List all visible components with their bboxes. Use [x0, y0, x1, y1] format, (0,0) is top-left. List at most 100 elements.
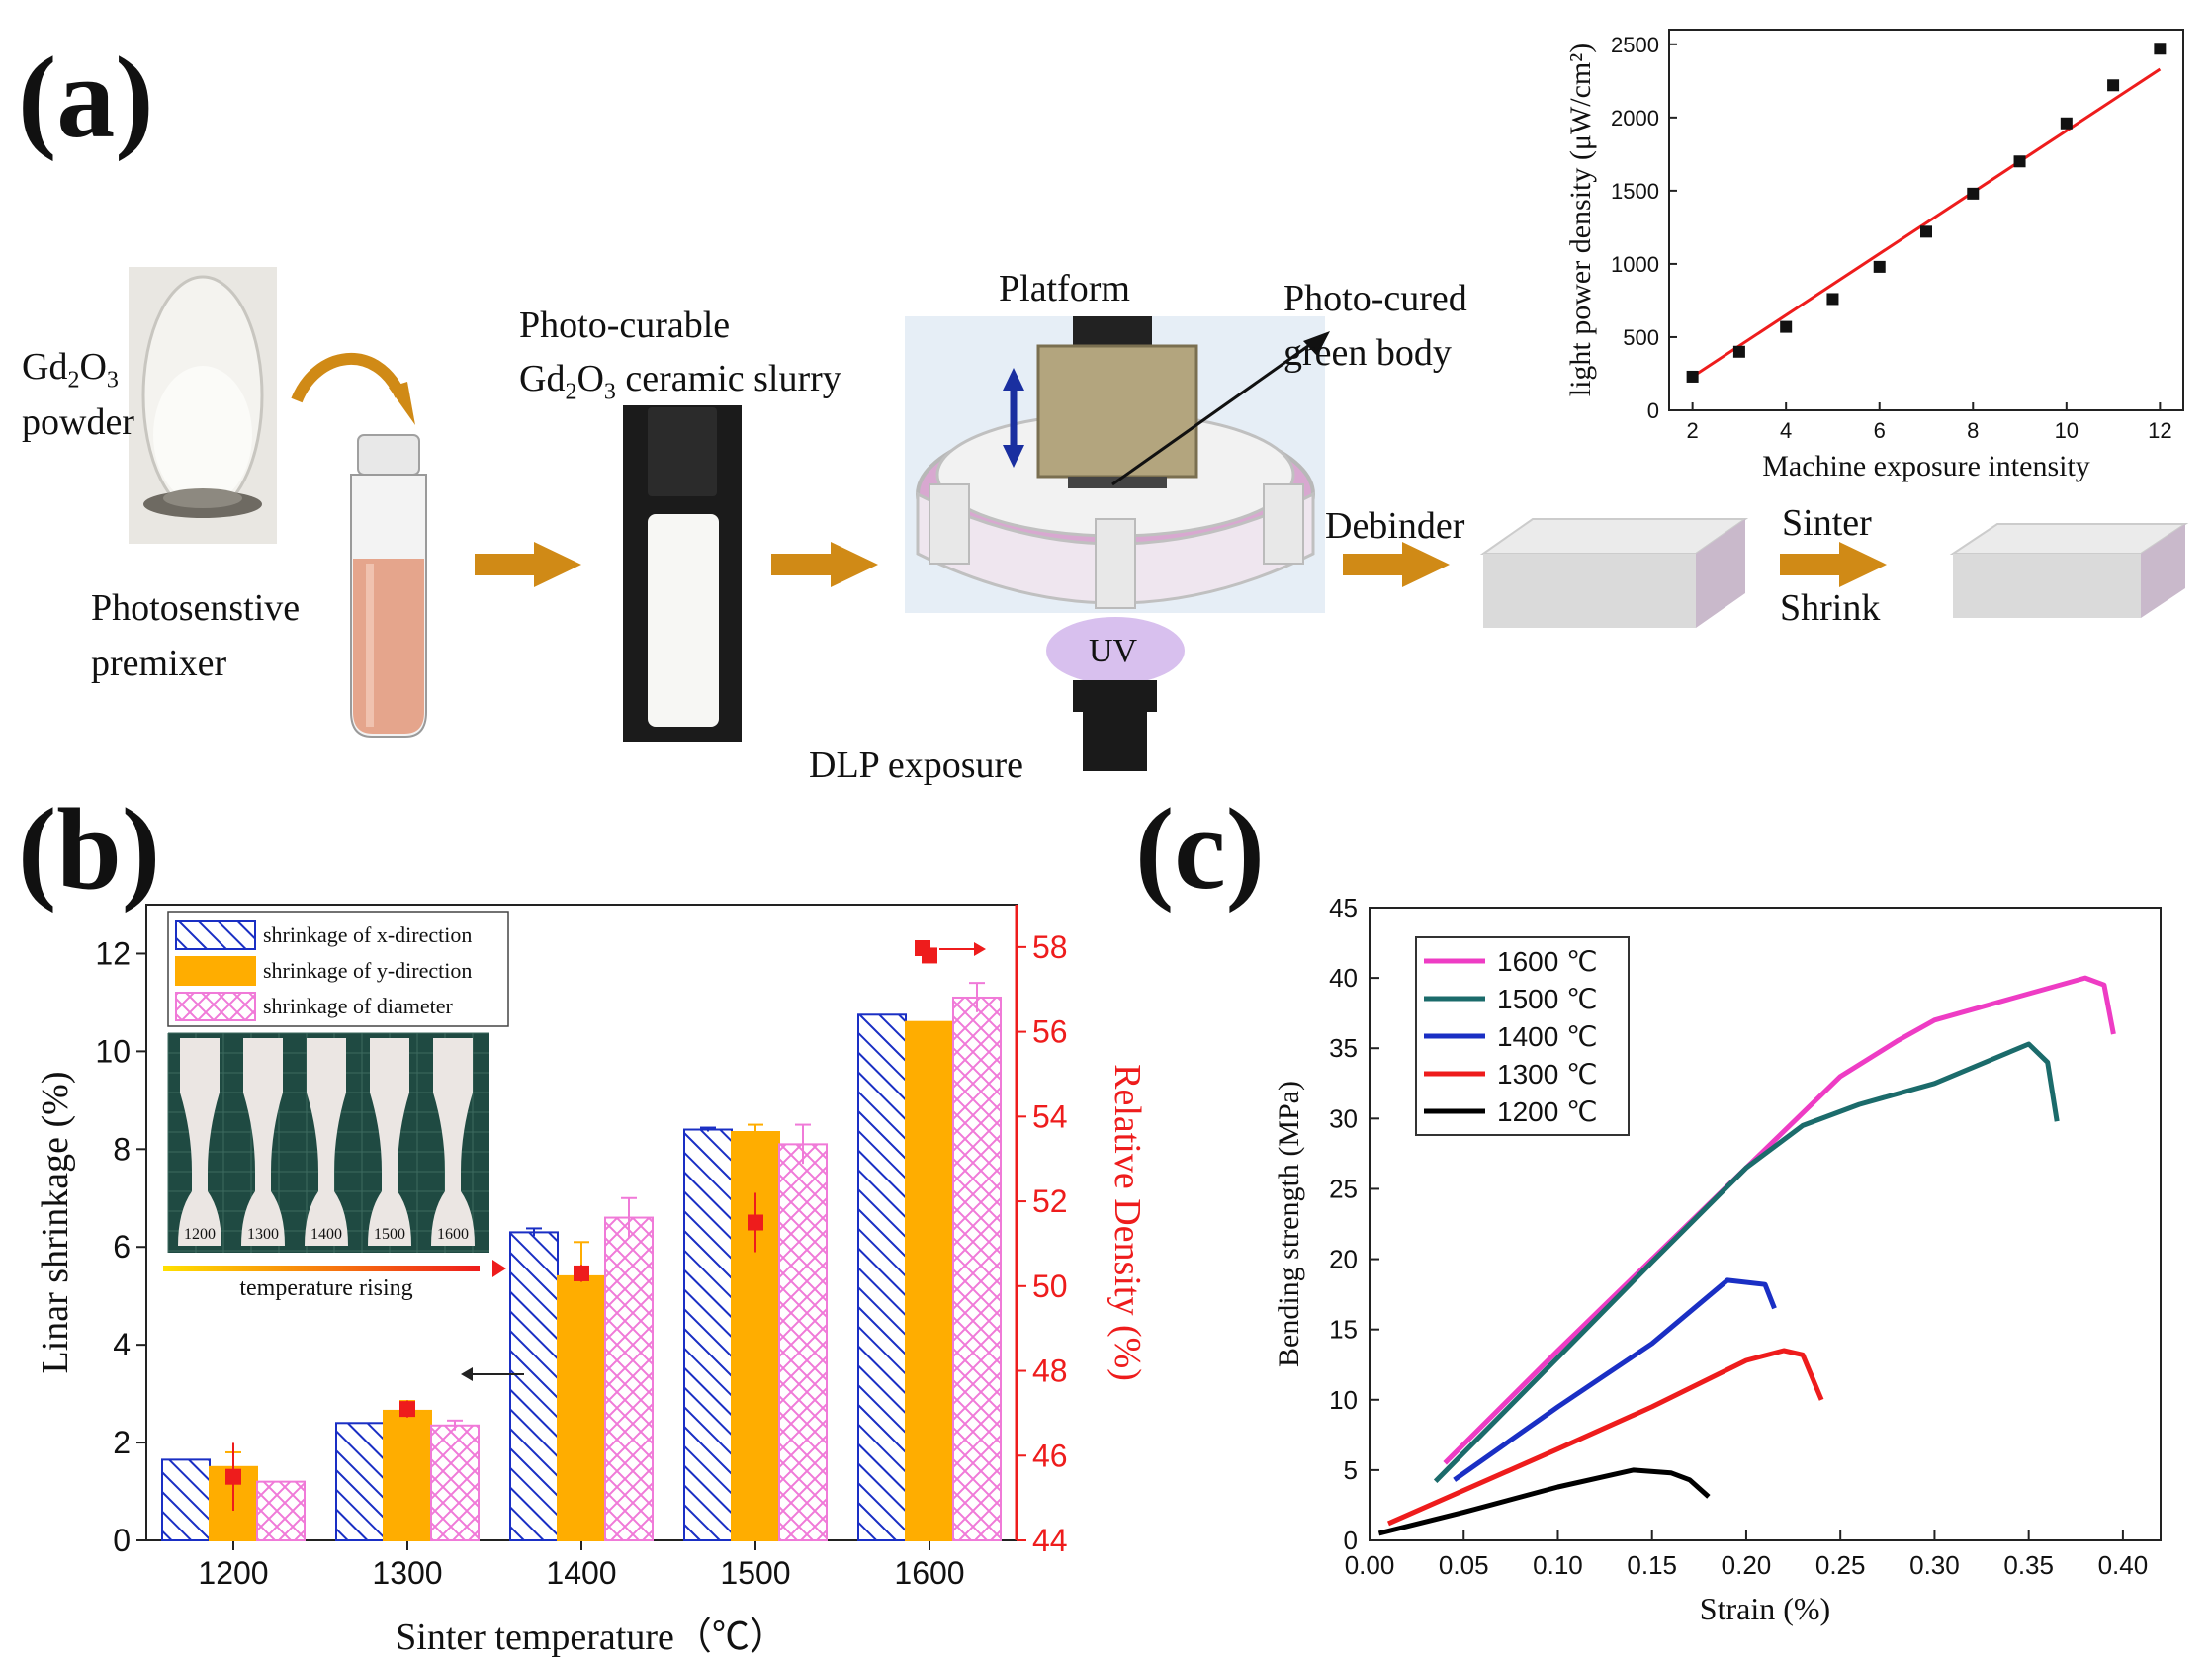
b-ytick-right-label: 50: [1032, 1268, 1068, 1304]
b-ytick-right-label: 56: [1032, 1014, 1068, 1050]
b-legend-label: shrinkage of x-direction: [263, 922, 472, 947]
b-xtick-label: 1200: [198, 1555, 268, 1591]
b-xtick-label: 1500: [720, 1555, 790, 1591]
b-bar: [683, 1128, 733, 1541]
b-bar: [557, 1274, 606, 1542]
b-bar: [604, 1216, 654, 1541]
b-density-point: [748, 1214, 763, 1231]
b-bar: [430, 1424, 480, 1541]
a-xtick-label: 6: [1874, 418, 1886, 443]
a-xlabel: Machine exposure intensity: [1762, 450, 2090, 482]
panel-label-a: (a): [18, 33, 154, 162]
dlp-printer: [905, 316, 1330, 771]
a-data-point: [2013, 155, 2026, 168]
c-ytick-label: 25: [1329, 1174, 1358, 1203]
b-bar: [161, 1458, 211, 1541]
b-specimen-label: 1200: [184, 1226, 216, 1243]
c-legend-label: 1300 ℃: [1497, 1059, 1598, 1090]
a-data-point: [1873, 260, 1886, 273]
a-data-point: [1920, 225, 1932, 238]
uv-label: UV: [1089, 633, 1138, 669]
b-ytick-label: 12: [95, 935, 131, 971]
a-xtick-label: 12: [2148, 418, 2171, 443]
green-body-label-2: green body: [1283, 332, 1452, 374]
a-xtick-label: 8: [1967, 418, 1979, 443]
sinter-label: Sinter: [1782, 502, 1872, 544]
process-arrows: [475, 542, 1887, 587]
c-xtick-label: 0.15: [1627, 1550, 1677, 1580]
powder-photo: [129, 267, 277, 544]
a-ytick-label: 2000: [1611, 106, 1659, 131]
b-xtick-label: 1600: [894, 1555, 964, 1591]
b-right-axis-pointer-head: [974, 942, 986, 956]
c-xlabel: Strain (%): [1700, 1591, 1830, 1626]
b-ytick-right-label: 58: [1032, 929, 1068, 965]
curved-arrow: [291, 353, 406, 403]
b-xlabel: Sinter temperature（℃）: [396, 1617, 787, 1658]
sintered-block: [1949, 523, 2189, 618]
b-xtick-label: 1300: [372, 1555, 442, 1591]
shrink-label: Shrink: [1780, 587, 1881, 629]
c-legend-label: 1500 ℃: [1497, 984, 1598, 1014]
slurry-label-1: Photo-curable: [519, 305, 731, 346]
b-specimen: [241, 1038, 285, 1246]
c-xtick-label: 0.40: [2098, 1550, 2149, 1580]
a-plot-frame: [1668, 29, 2184, 411]
b-legend-label: shrinkage of y-direction: [263, 958, 472, 983]
b-bar: [256, 1480, 306, 1541]
b-ytick-label: 10: [95, 1033, 131, 1069]
green-block: [1479, 518, 1749, 628]
c-ytick-label: 5: [1344, 1455, 1358, 1485]
c-series-line: [1433, 1041, 2060, 1484]
b-bar: [857, 1013, 907, 1541]
b-ytick-right-label: 46: [1032, 1438, 1068, 1473]
b-specimen: [368, 1038, 411, 1246]
b-specimen-label: 1300: [247, 1226, 279, 1243]
dlp-label: DLP exposure: [809, 744, 1024, 786]
b-ylabel-right: Relative Density (%): [1106, 1064, 1148, 1381]
b-legend-label: shrinkage of diameter: [263, 994, 453, 1018]
a-data-point: [1967, 187, 1980, 200]
b-ytick-label: 4: [113, 1327, 131, 1362]
c-ytick-label: 10: [1329, 1385, 1358, 1415]
b-ytick-right-label: 44: [1032, 1523, 1068, 1558]
b-temp-arrow: [163, 1266, 480, 1271]
a-data-point: [2107, 79, 2120, 92]
b-bar: [952, 996, 1002, 1541]
premixer-label-2: premixer: [91, 643, 227, 684]
b-temp-arrow-head: [492, 1260, 506, 1277]
c-legend-label: 1600 ℃: [1497, 946, 1598, 977]
c-xtick-label: 0.20: [1722, 1550, 1772, 1580]
c-ytick-label: 35: [1329, 1033, 1358, 1063]
b-specimen: [178, 1038, 221, 1246]
b-density-point: [399, 1401, 415, 1418]
a-data-point: [1826, 293, 1839, 306]
powder-label: powder: [22, 401, 134, 443]
c-legend-label: 1400 ℃: [1497, 1021, 1598, 1052]
premixer-vial: [350, 434, 427, 738]
c-ytick-label: 45: [1329, 893, 1358, 922]
b-density-point: [574, 1265, 589, 1281]
a-ytick-label: 1500: [1611, 179, 1659, 204]
a-xtick-label: 10: [2055, 418, 2079, 443]
c-series-line: [1377, 1467, 1711, 1536]
a-ytick-label: 1000: [1611, 252, 1659, 277]
b-ytick-right-label: 52: [1032, 1183, 1068, 1219]
b-bar: [335, 1422, 385, 1542]
a-xtick-label: 4: [1780, 418, 1792, 443]
green-body-label-1: Photo-cured: [1283, 278, 1467, 319]
b-legend-swatch: [175, 992, 256, 1021]
c-xtick-label: 0.35: [2003, 1550, 2054, 1580]
b-specimen-label: 1400: [310, 1226, 342, 1243]
b-bar: [509, 1231, 559, 1542]
c-ytick-label: 0: [1344, 1526, 1358, 1555]
a-data-point: [1732, 345, 1745, 358]
c-xtick-label: 0.05: [1439, 1550, 1489, 1580]
gd2o3-label: Gd2O3: [22, 346, 119, 393]
c-xtick-label: 0.25: [1815, 1550, 1866, 1580]
a-data-point: [2060, 117, 2073, 130]
c-legend-label: 1200 ℃: [1497, 1096, 1598, 1127]
premixer-label-1: Photosenstive: [91, 587, 301, 629]
